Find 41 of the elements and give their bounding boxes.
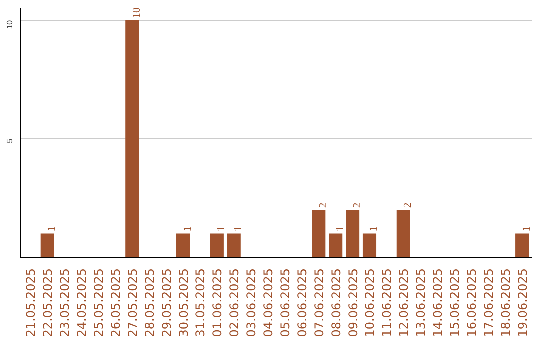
x-tick-label: 27.05.2025 bbox=[126, 268, 140, 338]
x-tick-label: 07.06.2025 bbox=[312, 268, 326, 338]
x-tick-label: 15.06.2025 bbox=[448, 268, 462, 338]
x-tick-label: 17.06.2025 bbox=[482, 268, 496, 338]
data-label: 1 bbox=[369, 226, 380, 232]
x-tick-label: 08.06.2025 bbox=[329, 268, 344, 338]
data-label: 1 bbox=[234, 226, 245, 232]
x-tick-label: 21.05.2025 bbox=[24, 268, 38, 338]
data-label: 1 bbox=[47, 226, 58, 232]
x-tick-label: 22.05.2025 bbox=[41, 268, 56, 338]
x-tick-label: 12.06.2025 bbox=[397, 268, 412, 338]
x-tick-label: 18.06.2025 bbox=[498, 268, 513, 338]
x-tick-label: 30.05.2025 bbox=[176, 268, 191, 338]
x-tick-label: 03.06.2025 bbox=[244, 268, 259, 338]
x-tick-label: 24.05.2025 bbox=[75, 268, 90, 338]
x-tick-label: 19.06.2025 bbox=[516, 268, 530, 338]
x-tick-label: 16.06.2025 bbox=[464, 268, 479, 338]
data-label: 1 bbox=[182, 226, 194, 232]
data-label: 1 bbox=[335, 226, 346, 232]
y-tick-label: 5 bbox=[6, 138, 14, 144]
x-tick-label: 25.05.2025 bbox=[92, 268, 106, 338]
x-tick-label: 10.06.2025 bbox=[363, 268, 378, 338]
data-label: 2 bbox=[403, 202, 414, 208]
data-label: 1 bbox=[522, 226, 533, 232]
x-tick-label: 01.06.2025 bbox=[210, 268, 225, 338]
x-tick-label: 26.05.2025 bbox=[108, 268, 123, 338]
x-tick-label: 05.06.2025 bbox=[278, 268, 292, 338]
data-label: 2 bbox=[352, 202, 364, 208]
x-tick-label: 11.06.2025 bbox=[380, 268, 394, 338]
x-tick-label: 04.06.2025 bbox=[262, 268, 276, 338]
x-tick-label: 31.05.2025 bbox=[194, 268, 208, 338]
x-tick-label: 02.06.2025 bbox=[228, 268, 242, 338]
x-tick-label: 14.06.2025 bbox=[431, 268, 446, 338]
x-tick-label: 28.05.2025 bbox=[142, 268, 157, 338]
x-tick-label: 09.06.2025 bbox=[346, 268, 360, 338]
data-label: 2 bbox=[318, 202, 330, 208]
x-tick-label: 13.06.2025 bbox=[414, 268, 428, 338]
x-tick-label: 06.06.2025 bbox=[295, 268, 310, 338]
data-label: 1 bbox=[216, 226, 228, 232]
x-tick-label: 23.05.2025 bbox=[58, 268, 72, 338]
x-tick-label: 29.05.2025 bbox=[160, 268, 174, 338]
